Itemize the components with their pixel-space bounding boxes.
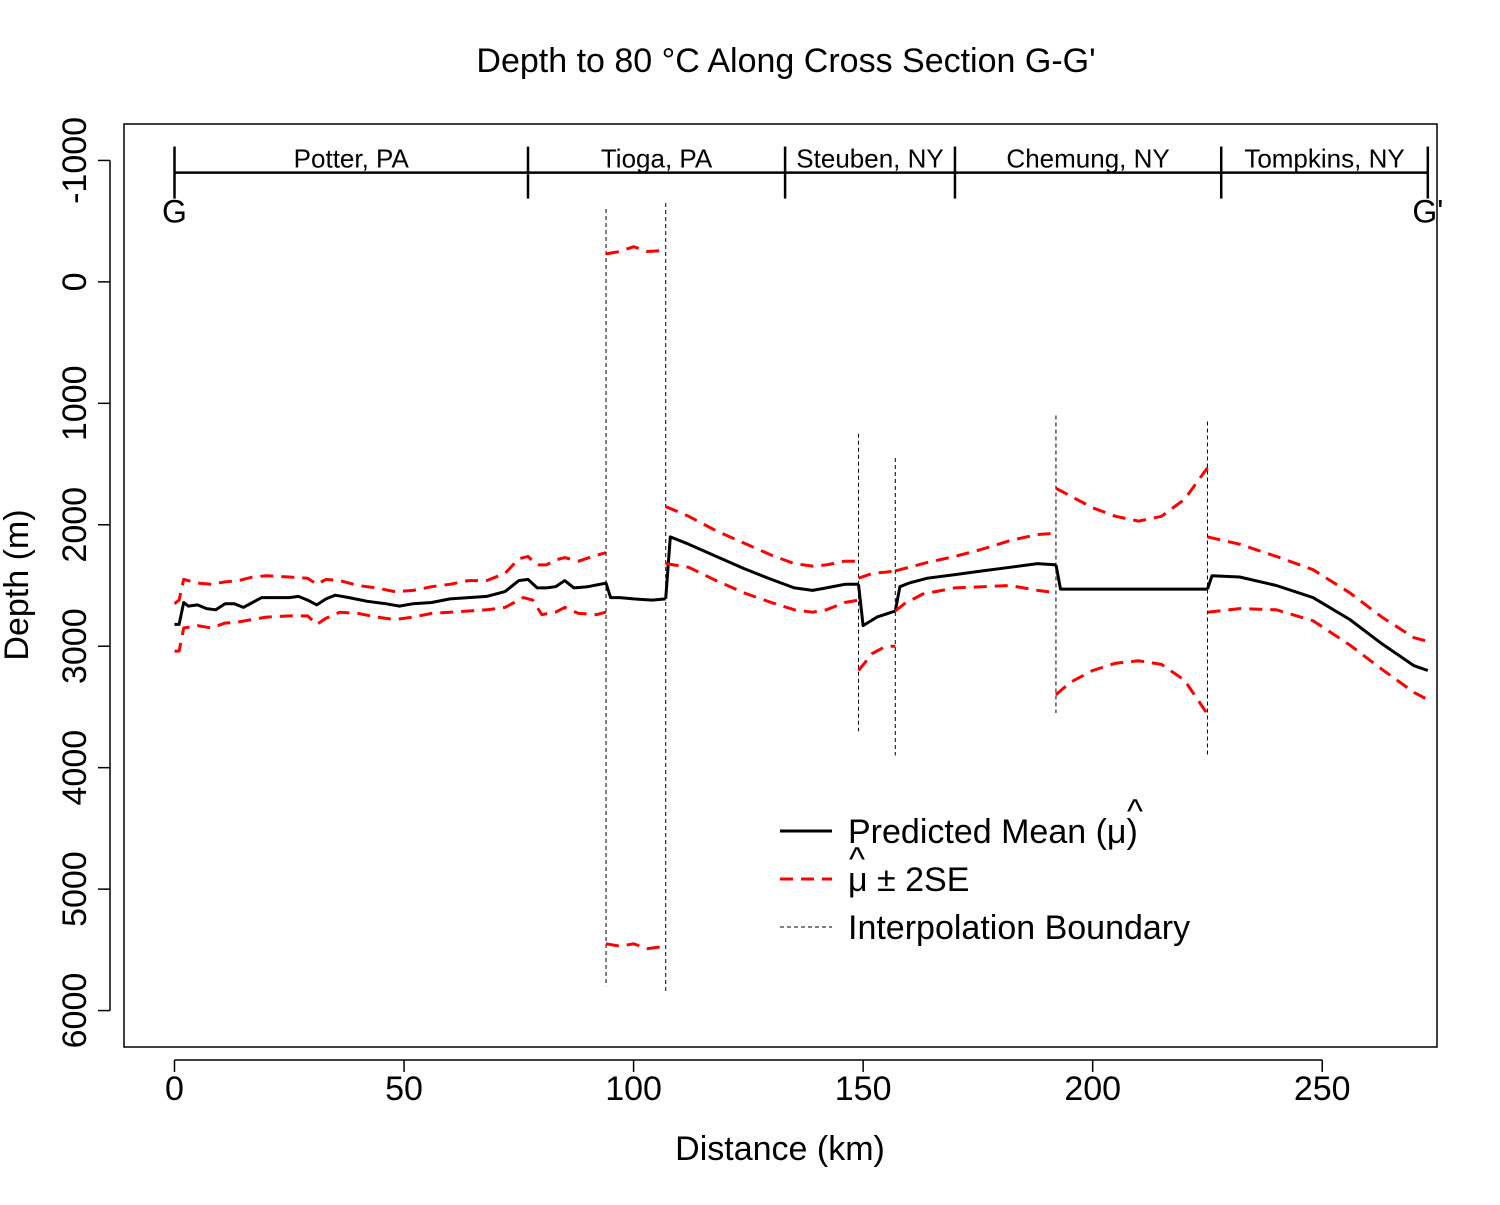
se-band-line — [1207, 607, 1429, 702]
legend-band-text: ± 2SE — [868, 861, 970, 899]
predicted-mean-line — [664, 535, 859, 600]
x-tick-label: 100 — [605, 1070, 662, 1108]
legend-band-label: μ ± 2SE — [848, 861, 969, 899]
legend-hat-symbol: ^ — [849, 841, 865, 879]
se-band-line — [605, 245, 666, 256]
se-band-line — [665, 562, 859, 614]
county-label: Tompkins, NY — [1244, 144, 1404, 174]
legend-mean-close: ) — [1127, 813, 1138, 851]
y-tick-label: 2000 — [56, 487, 94, 563]
x-tick-label: 50 — [385, 1070, 423, 1108]
se-band-line — [173, 551, 607, 605]
county-label: Tioga, PA — [601, 144, 713, 174]
legend-mean-label: Predicted Mean (μ) — [848, 813, 1138, 851]
x-tick-label: 250 — [1294, 1070, 1351, 1108]
legend-mean-text: Predicted Mean ( — [848, 813, 1108, 851]
se-band-line — [857, 644, 896, 672]
y-tick-label: -1000 — [56, 117, 94, 204]
y-tick-label: 1000 — [56, 366, 94, 442]
y-tick-label: 4000 — [56, 730, 94, 806]
x-tick-label: 0 — [165, 1070, 184, 1108]
chart-title: Depth to 80 °C Along Cross Section G-G' — [476, 42, 1095, 80]
y-tick-label: 5000 — [56, 851, 94, 927]
y-axis-label: Depth (m) — [0, 509, 36, 660]
se-band-line — [174, 596, 607, 653]
y-tick-label: 0 — [56, 272, 94, 291]
legend: Predicted Mean (μ)^μ ± 2SE^Interpolation… — [780, 793, 1190, 947]
se-band-line — [858, 569, 896, 580]
legend-mean-symbol: μ — [1107, 813, 1127, 851]
se-band-line — [605, 942, 666, 951]
se-band-line — [1207, 535, 1429, 643]
legend-band-symbol: μ — [848, 861, 868, 899]
predicted-mean-line — [857, 584, 896, 628]
se-band-line — [1055, 466, 1209, 523]
predicted-mean-line — [893, 562, 1057, 612]
y-tick-label: 6000 — [56, 973, 94, 1049]
x-tick-label: 150 — [835, 1070, 892, 1108]
se-band-line — [894, 531, 1057, 573]
se-band-line — [1055, 659, 1209, 716]
section-end-label: G' — [1412, 194, 1443, 230]
predicted-mean-line — [174, 577, 666, 626]
plot-frame — [123, 123, 1438, 1048]
section-start-label: G — [162, 194, 187, 230]
legend-boundary-label: Interpolation Boundary — [848, 909, 1190, 947]
chart-marks: 0 50 100 150 200 250 -1000 0 1000 2000 3000 4000 500… — [56, 117, 1443, 1108]
y-tick-label: 3000 — [56, 608, 94, 684]
predicted-mean-line — [1206, 574, 1429, 672]
se-band-line — [894, 584, 1057, 613]
predicted-mean-line — [1054, 564, 1208, 591]
se-band-line — [665, 505, 859, 568]
county-label: Chemung, NY — [1006, 144, 1169, 174]
county-label: Potter, PA — [294, 144, 410, 174]
x-axis-label: Distance (km) — [675, 1130, 885, 1168]
county-label: Steuben, NY — [796, 144, 943, 174]
legend-hat-symbol: ^ — [1127, 793, 1143, 831]
x-tick-label: 200 — [1064, 1070, 1121, 1108]
